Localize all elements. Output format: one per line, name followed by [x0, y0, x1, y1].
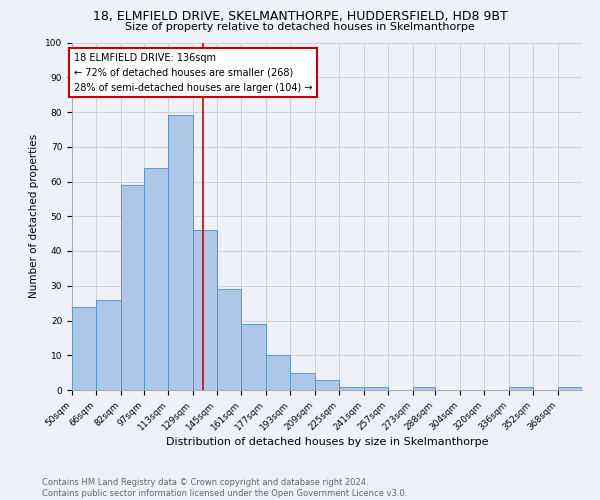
- Text: Size of property relative to detached houses in Skelmanthorpe: Size of property relative to detached ho…: [125, 22, 475, 32]
- Bar: [72, 306, 97, 390]
- Text: 18 ELMFIELD DRIVE: 136sqm
← 72% of detached houses are smaller (268)
28% of semi: 18 ELMFIELD DRIVE: 136sqm ← 72% of detac…: [74, 53, 312, 92]
- Bar: [144, 168, 168, 390]
- Bar: [339, 386, 364, 390]
- X-axis label: Distribution of detached houses by size in Skelmanthorpe: Distribution of detached houses by size …: [166, 438, 488, 448]
- Bar: [413, 386, 436, 390]
- Bar: [217, 289, 241, 390]
- Text: Contains HM Land Registry data © Crown copyright and database right 2024.
Contai: Contains HM Land Registry data © Crown c…: [42, 478, 407, 498]
- Bar: [509, 386, 533, 390]
- Bar: [193, 230, 217, 390]
- Y-axis label: Number of detached properties: Number of detached properties: [29, 134, 40, 298]
- Bar: [315, 380, 339, 390]
- Bar: [121, 185, 144, 390]
- Bar: [241, 324, 266, 390]
- Bar: [168, 116, 193, 390]
- Text: 18, ELMFIELD DRIVE, SKELMANTHORPE, HUDDERSFIELD, HD8 9BT: 18, ELMFIELD DRIVE, SKELMANTHORPE, HUDDE…: [92, 10, 508, 23]
- Bar: [557, 386, 582, 390]
- Bar: [97, 300, 121, 390]
- Bar: [290, 372, 315, 390]
- Bar: [266, 355, 290, 390]
- Bar: [364, 386, 388, 390]
